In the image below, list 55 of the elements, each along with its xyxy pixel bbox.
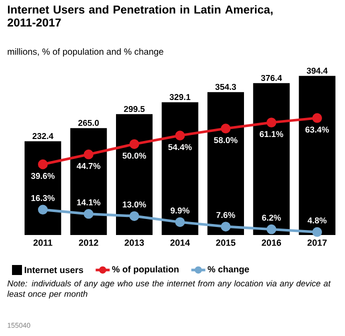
point: [84, 209, 94, 219]
data-label: 7.6%: [216, 212, 236, 218]
point: [38, 159, 48, 170]
x-tick-label: 2017: [307, 240, 327, 246]
data-label: 4.8%: [308, 217, 327, 224]
legend-label: % of population: [112, 266, 179, 274]
bar: [207, 92, 244, 235]
data-label: 376.4: [261, 74, 282, 81]
bar: [70, 128, 107, 235]
data-label: 232.4: [32, 133, 54, 140]
bar: [162, 102, 198, 235]
point: [84, 150, 94, 160]
chart-subtitle: millions, % of population and % change: [8, 48, 164, 57]
text: Note: individuals of any age who use the internet from any location via any device at least once per month: [7, 280, 331, 299]
data-label: 63.4%: [305, 126, 329, 133]
data-label: 329.1: [170, 94, 190, 100]
x-tick-label: 2011: [33, 240, 52, 246]
point: [175, 217, 185, 227]
point: [38, 204, 48, 215]
x-tick-label: 2013: [124, 240, 144, 246]
bar: [253, 83, 290, 235]
x-tick-label: 2015: [216, 240, 236, 246]
chart-title: Internet Users and Penetration in Latin America, 2011-2017: [8, 5, 273, 27]
point: [266, 118, 276, 128]
point: [129, 139, 140, 149]
data-label: 13.0%: [122, 201, 146, 208]
data-label: 354.3: [215, 84, 236, 90]
data-label: 39.6%: [31, 172, 55, 179]
x-tick-label: 2016: [262, 240, 282, 246]
data-label: 265.0: [78, 120, 99, 126]
data-label: 44.7%: [76, 163, 100, 169]
data-label: 394.4: [306, 68, 328, 74]
point: [129, 211, 140, 221]
data-label: 9.9%: [170, 208, 190, 214]
data-label: 61.1%: [260, 131, 284, 138]
point: [175, 130, 185, 140]
data-label: 299.5: [124, 106, 145, 112]
data-label: 58.0%: [214, 137, 238, 144]
data-label: 14.1%: [77, 199, 100, 206]
bar: [116, 114, 153, 235]
legend-label: Internet users: [24, 266, 84, 274]
point: [266, 224, 276, 234]
x-tick-label: 2012: [78, 240, 98, 246]
data-label: 54.4%: [168, 144, 192, 150]
bar: [298, 76, 336, 235]
data-label: 16.3%: [31, 195, 55, 202]
data-label: 6.2%: [262, 214, 281, 221]
x-tick-label: 2014: [170, 240, 190, 246]
legend-label: % change: [208, 266, 250, 274]
point: [220, 222, 231, 232]
point: [220, 124, 231, 134]
point: [312, 227, 322, 237]
point: [312, 113, 322, 123]
bar: [24, 141, 62, 235]
data-label: 50.0%: [122, 152, 146, 159]
